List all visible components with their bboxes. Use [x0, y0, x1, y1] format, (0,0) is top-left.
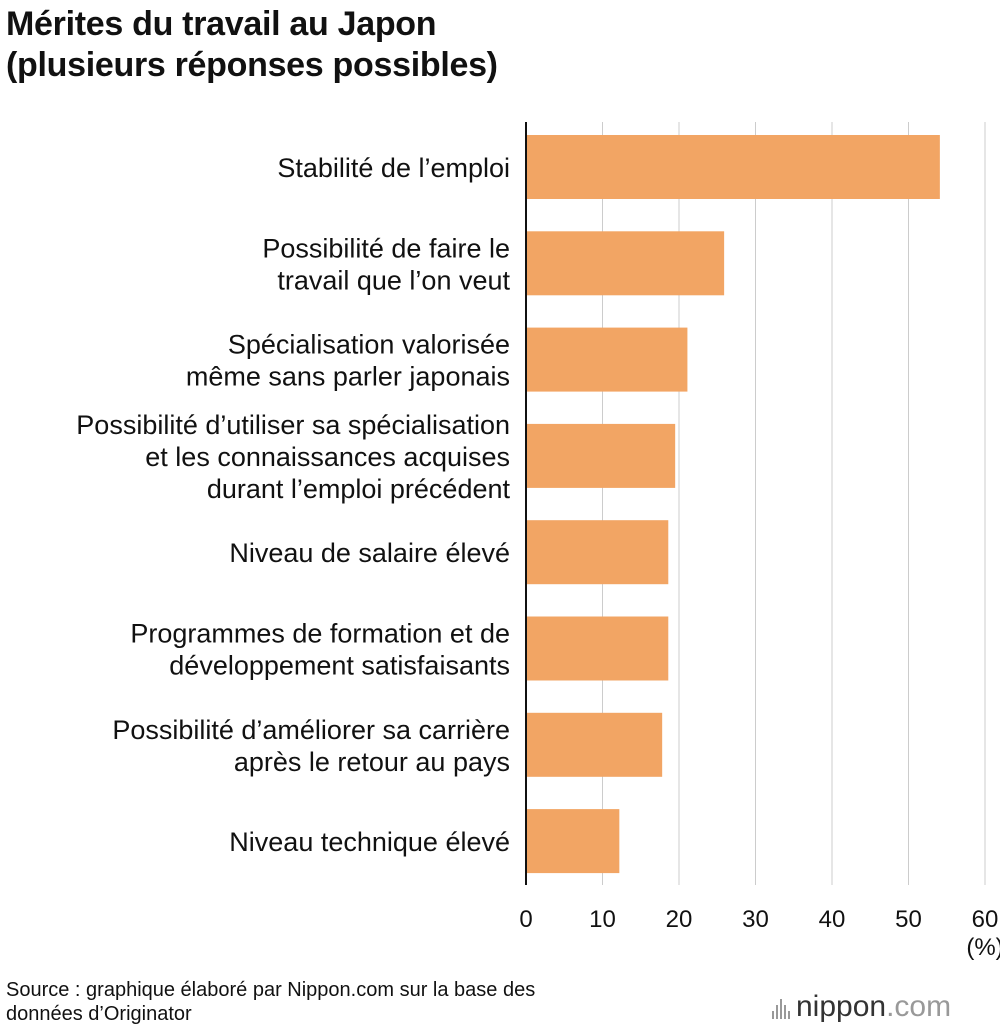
bar-4 [526, 423, 676, 488]
logo-name: nippon [796, 990, 887, 1023]
category-label-3-line-2: même sans parler japonais [186, 362, 510, 392]
category-label-3: Spécialisation valorisée même sans parler… [186, 330, 510, 392]
logo-suffix: .com [886, 990, 952, 1023]
category-label-7-line-1: Possibilité d’améliorer sa carrière [112, 715, 510, 745]
category-label-4-line-1: Possibilité d’utiliser sa spécialisation [76, 410, 510, 440]
category-label-3-line-1: Spécialisation valorisée [228, 330, 510, 360]
category-label-6-line-2: développement satisfaisants [169, 651, 510, 681]
category-label-4: Possibilité d’utiliser sa spécialisation… [76, 410, 510, 504]
x-tick-label-10: 10 [589, 906, 616, 933]
x-tick-label-30: 30 [742, 906, 769, 933]
chart-title-line-2: (plusieurs réponses possibles) [6, 45, 498, 84]
bar-7 [526, 712, 663, 777]
category-label-4-line-3: durant l’emploi précédent [207, 474, 511, 504]
category-label-7: Possibilité d’améliorer sa carrière après… [112, 715, 510, 777]
category-label-4-line-2: et les connaissances acquises [145, 442, 510, 472]
x-tick-label-20: 20 [666, 906, 693, 933]
category-label-2-line-2: travail que l’on veut [277, 265, 510, 295]
bar-8 [526, 809, 620, 874]
source-note: Source : graphique élaboré par Nippon.co… [6, 978, 535, 1026]
bar-1 [526, 135, 940, 199]
category-label-7-line-2: après le retour au pays [234, 747, 510, 777]
category-label-6: Programmes de formation et de développeme… [130, 619, 510, 681]
bar-5 [526, 520, 669, 585]
category-label-6-line-1: Programmes de formation et de [130, 619, 510, 649]
category-label-2-line-1: Possibilité de faire le [262, 233, 510, 263]
x-tick-label-50: 50 [895, 906, 922, 933]
source-line-1: Source : graphique élaboré par Nippon.co… [6, 979, 536, 1001]
x-axis-unit-label: (%) [966, 934, 1000, 961]
bar-chart: Stabilité de l’emploi Possibilité de fair… [76, 122, 1000, 961]
category-label-1: Stabilité de l’emploi [277, 153, 510, 183]
bar-6 [526, 616, 669, 681]
bar-3 [526, 327, 688, 392]
x-tick-label-40: 40 [819, 906, 846, 933]
category-label-1-line-1: Stabilité de l’emploi [277, 153, 510, 183]
x-tick-label-60: 60 [972, 906, 999, 933]
category-label-2: Possibilité de faire le travail que l’on … [262, 233, 510, 295]
category-label-5-line-1: Niveau de salaire élevé [229, 538, 510, 568]
sound-wave-icon [772, 995, 790, 1019]
chart-title: Mérites du travail au Japon (plusieurs r… [6, 4, 498, 86]
category-label-8-line-1: Niveau technique élevé [229, 827, 510, 857]
bar-2 [526, 231, 725, 296]
source-line-2: données d’Originator [6, 1003, 192, 1025]
chart-title-line-1: Mérites du travail au Japon [6, 5, 437, 43]
x-tick-label-0: 0 [519, 906, 532, 933]
category-label-5: Niveau de salaire élevé [229, 538, 510, 568]
nippon-logo: nippon .com [772, 990, 951, 1024]
category-label-8: Niveau technique élevé [229, 827, 510, 857]
